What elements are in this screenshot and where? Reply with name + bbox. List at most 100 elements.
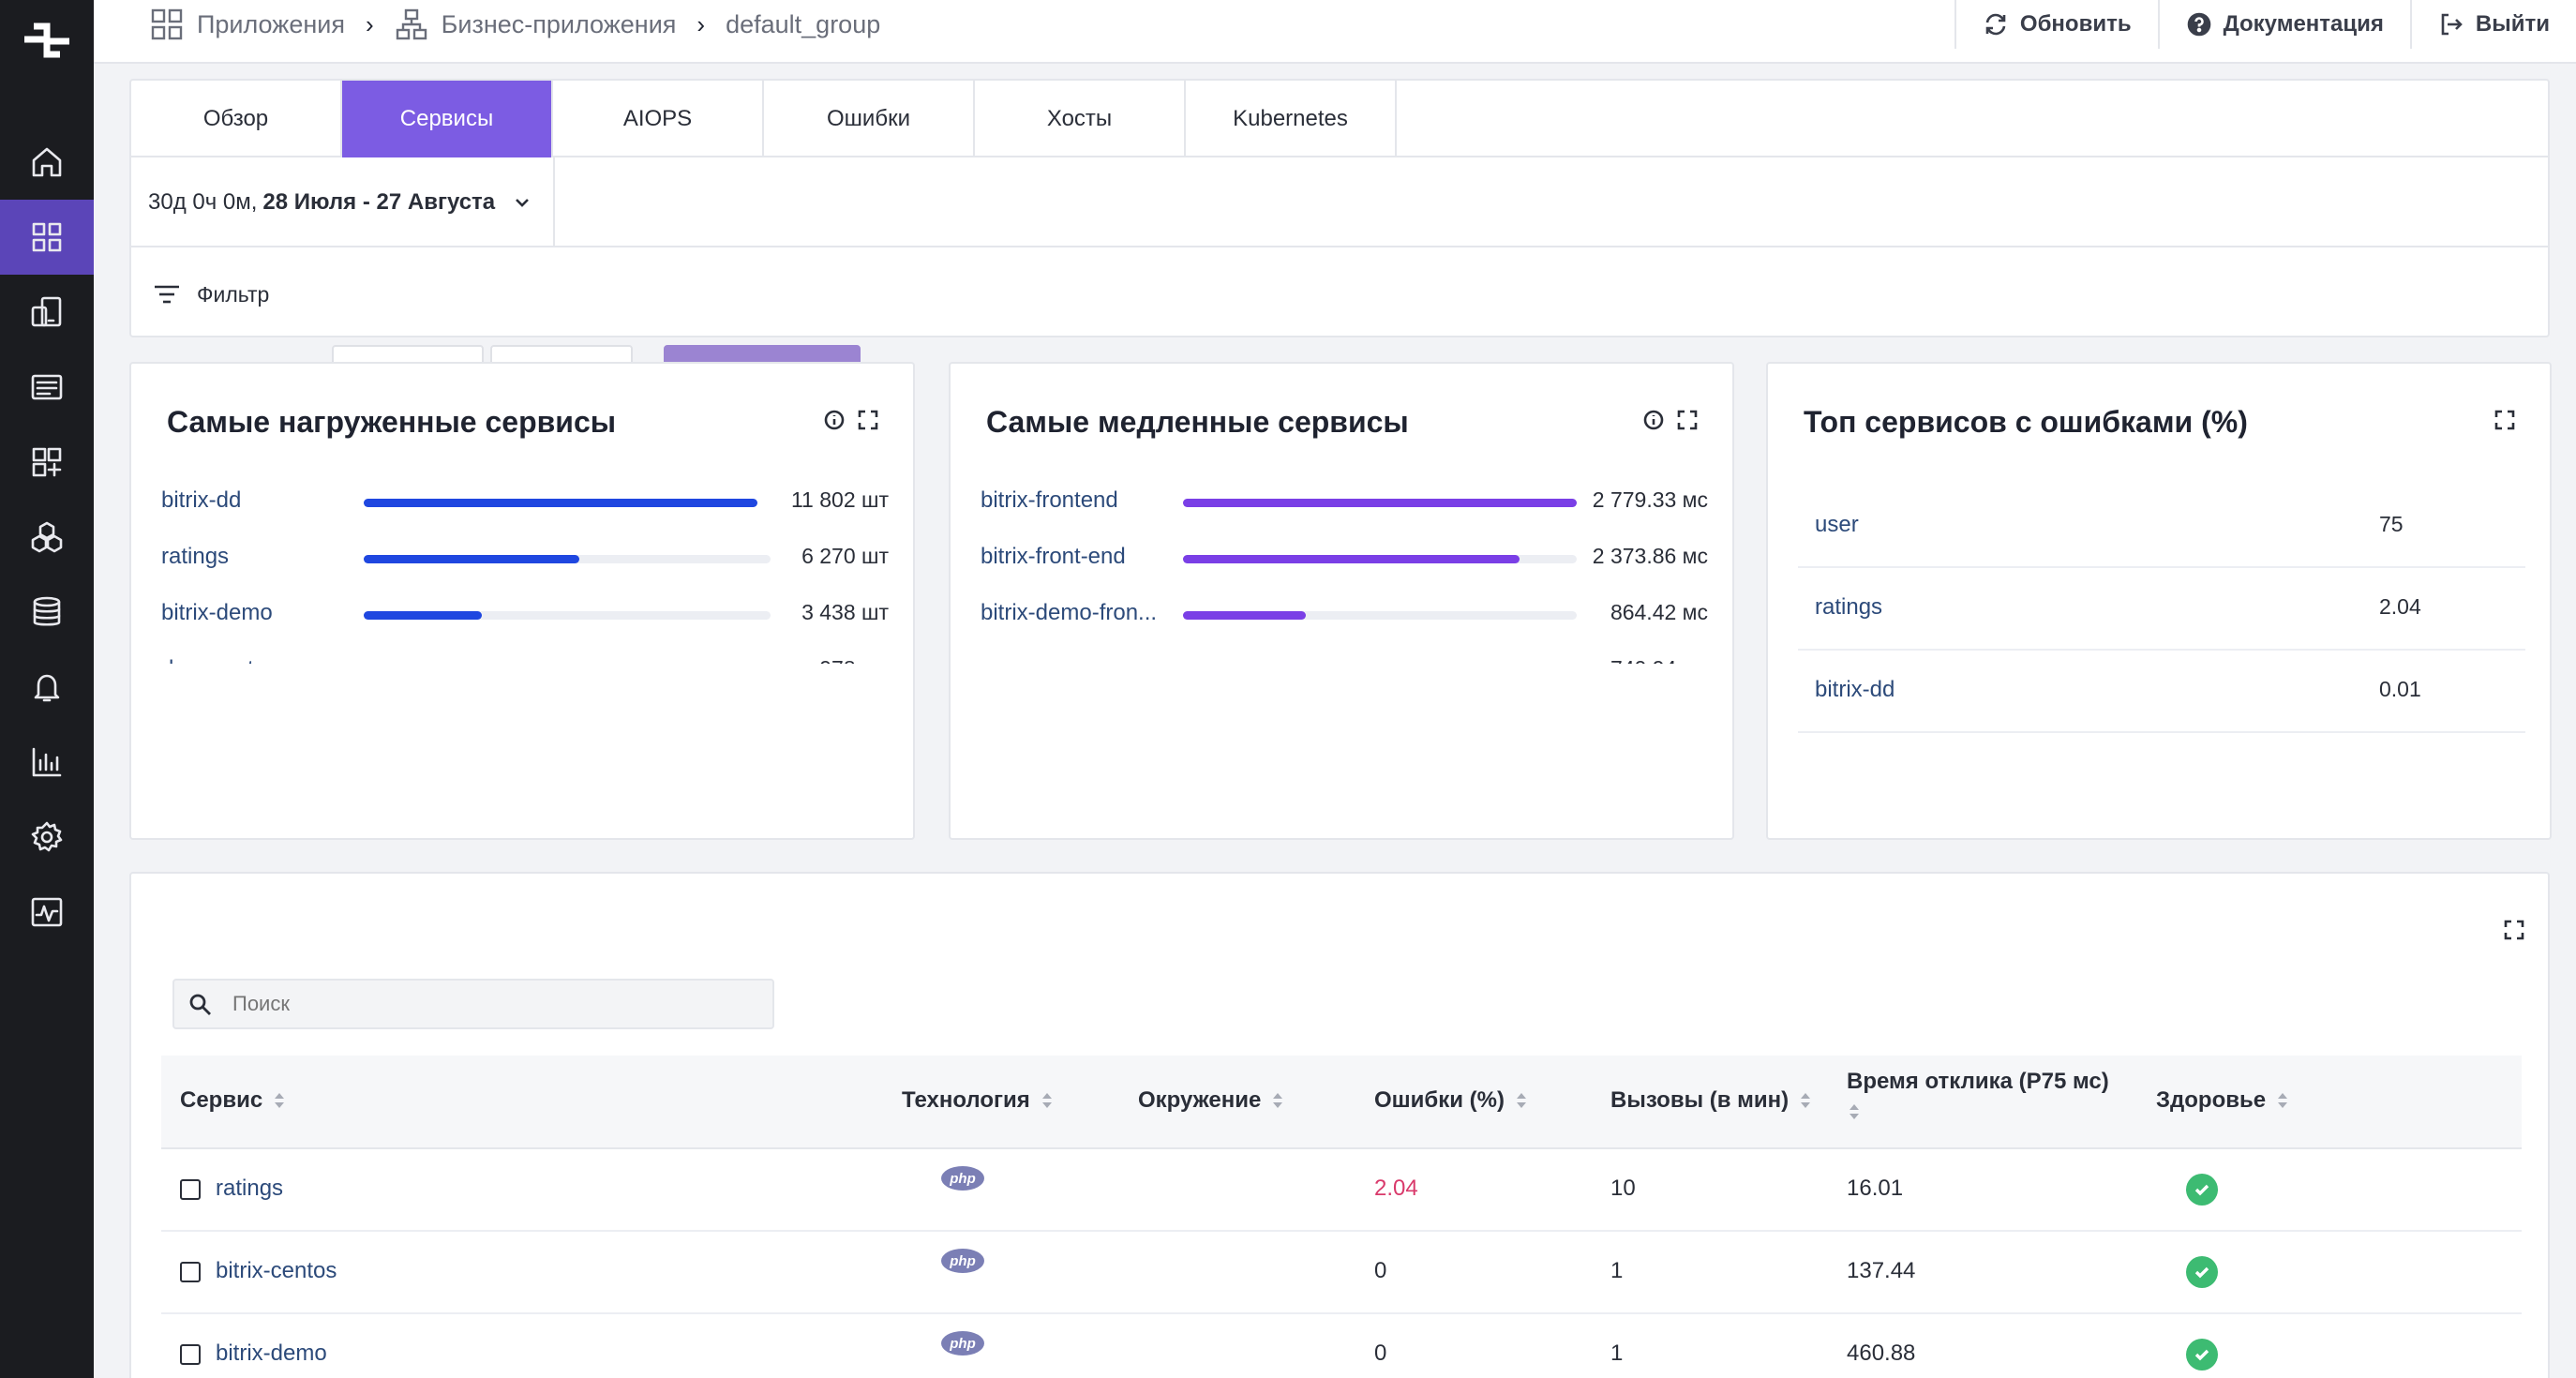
list-item: bitrix-dd 0.01 (1798, 651, 2525, 733)
date-range: 28 Июля - 27 Августа (262, 189, 496, 215)
nav-applications[interactable] (0, 200, 94, 275)
expand-icon[interactable] (2503, 919, 2525, 941)
table-row: bitrix-centos php 0 1 137.44 (161, 1232, 2522, 1314)
expand-icon[interactable] (2494, 409, 2516, 431)
php-icon: php (941, 1331, 984, 1356)
breadcrumb-current: default_group (726, 10, 880, 39)
row-checkbox[interactable] (180, 1344, 201, 1365)
logout-label: Выйти (2475, 11, 2550, 37)
nav-clusters[interactable] (0, 500, 94, 575)
date-range-picker[interactable]: 30д 0ч 0м, 28 Июля - 27 Августа (148, 157, 556, 247)
nav-databases[interactable] (0, 575, 94, 650)
service-link[interactable]: bitrix-dd (161, 487, 242, 513)
column-env[interactable]: Окружение (1138, 1087, 1285, 1114)
sort-icon (275, 1093, 285, 1108)
column-calls[interactable]: Вызовы (в мин) (1610, 1087, 1813, 1114)
service-link[interactable]: user (1815, 512, 1859, 537)
nav-home[interactable] (0, 125, 94, 200)
most-loaded-widget: Самые нагруженные сервисы bitrix-dd 11 80… (129, 362, 915, 840)
nav-devices[interactable] (0, 275, 94, 350)
column-tech[interactable]: Технология (902, 1087, 1055, 1114)
service-link[interactable]: docs.proto.group (161, 656, 349, 664)
sort-icon (1801, 1093, 1811, 1108)
column-health[interactable]: Здоровье (2156, 1087, 2290, 1114)
bar-fill (1183, 499, 1577, 507)
home-icon (32, 147, 62, 177)
chevron-right-icon: › (696, 9, 706, 38)
nav-alerts[interactable] (0, 650, 94, 725)
errors-cell: 0 (1374, 1258, 1387, 1283)
bar-list: bitrix-frontend 2 779.33 мс bitrix-front-e… (981, 476, 1708, 664)
documentation-button[interactable]: Документация (2157, 0, 2410, 49)
info-icon[interactable] (1642, 409, 1665, 431)
service-link[interactable]: ratings (1815, 594, 1883, 620)
devices-icon (31, 296, 62, 327)
breadcrumb-business-apps[interactable]: Бизнес-приложения (395, 7, 676, 41)
row-checkbox[interactable] (180, 1179, 201, 1200)
service-link[interactable]: bitrix-dd (1815, 677, 1895, 702)
nav-settings[interactable] (0, 800, 94, 875)
refresh-button[interactable]: Обновить (1954, 0, 2158, 49)
tab-kubernetes[interactable]: Kubernetes (1186, 81, 1397, 157)
filter-row: Фильтр + Сегмент + Фильтр Применить (131, 249, 2548, 394)
controls-panel: Обзор Сервисы AIOPS Ошибки Хосты Kuberne… (129, 79, 2550, 394)
bar-fill (364, 555, 580, 563)
bar-track (1183, 555, 1577, 563)
errors-top-widget: Топ сервисов с ошибками (%) user 75 rati… (1766, 362, 2552, 840)
logo-icon[interactable] (21, 19, 73, 62)
list-item: user 75 (1798, 486, 2525, 568)
column-latency[interactable]: Время отклика (P75 мс) (1847, 1069, 2109, 1123)
bar-row: bitrix-dd 11 802 шт (161, 476, 889, 532)
logout-icon (2441, 13, 2463, 36)
latency-cell: 137.44 (1847, 1258, 1916, 1283)
service-link[interactable]: user (981, 656, 1168, 664)
modules-icon (32, 447, 62, 477)
bar-value: 11 802 шт (790, 487, 889, 512)
column-errors[interactable]: Ошибки (%) (1374, 1087, 1529, 1114)
help-icon (2187, 12, 2210, 37)
service-link[interactable]: bitrix-front-end (981, 544, 1126, 569)
nav-modules[interactable] (0, 425, 94, 500)
breadcrumb-applications[interactable]: Приложения (150, 7, 345, 41)
service-link[interactable]: bitrix-centos (216, 1258, 337, 1283)
pulse-icon (31, 897, 63, 927)
sort-icon (1850, 1104, 1859, 1119)
search-box (172, 979, 774, 1029)
service-link[interactable]: ratings (161, 544, 230, 569)
bar-track (364, 555, 771, 563)
filter-toggle[interactable]: Фильтр (152, 249, 269, 339)
nav-monitoring[interactable] (0, 875, 94, 950)
bar-track (1183, 499, 1577, 507)
service-link[interactable]: bitrix-demo-fron... (981, 600, 1158, 625)
search-input[interactable] (232, 981, 757, 1027)
tab-services[interactable]: Сервисы (342, 81, 553, 157)
logout-button[interactable]: Выйти (2409, 0, 2576, 49)
row-checkbox[interactable] (180, 1262, 201, 1282)
hexagons-icon (31, 521, 63, 553)
expand-icon[interactable] (1676, 409, 1699, 431)
service-link[interactable]: bitrix-frontend (981, 487, 1118, 513)
expand-icon[interactable] (857, 409, 879, 431)
service-link[interactable]: ratings (216, 1176, 284, 1201)
column-label: Ошибки (%) (1374, 1087, 1505, 1113)
column-service[interactable]: Сервис (180, 1087, 287, 1114)
bar-row: bitrix-demo 3 438 шт (161, 589, 889, 645)
error-value: 75 (2379, 512, 2404, 536)
calls-cell: 1 (1610, 1341, 1624, 1366)
info-icon[interactable] (823, 409, 846, 431)
services-table-panel: Сервис Технология Окружение Ошибки (%) В… (129, 872, 2550, 1378)
nav-reports[interactable] (0, 725, 94, 800)
tab-errors[interactable]: Ошибки (764, 81, 975, 157)
tab-aiops[interactable]: AIOPS (553, 81, 764, 157)
sort-icon (2278, 1093, 2288, 1108)
table-row: ratings php 2.04 10 16.01 (161, 1149, 2522, 1232)
nav-logs[interactable] (0, 350, 94, 425)
top-bar: Приложения › Бизнес-приложения › default… (94, 0, 2576, 64)
service-link[interactable]: bitrix-demo (161, 600, 273, 625)
tab-overview[interactable]: Обзор (131, 81, 342, 157)
bar-track (364, 499, 757, 507)
service-link[interactable]: bitrix-demo (216, 1341, 327, 1366)
tab-hosts[interactable]: Хосты (975, 81, 1186, 157)
sort-icon (1273, 1093, 1283, 1108)
error-value: 2.04 (2379, 594, 2421, 619)
